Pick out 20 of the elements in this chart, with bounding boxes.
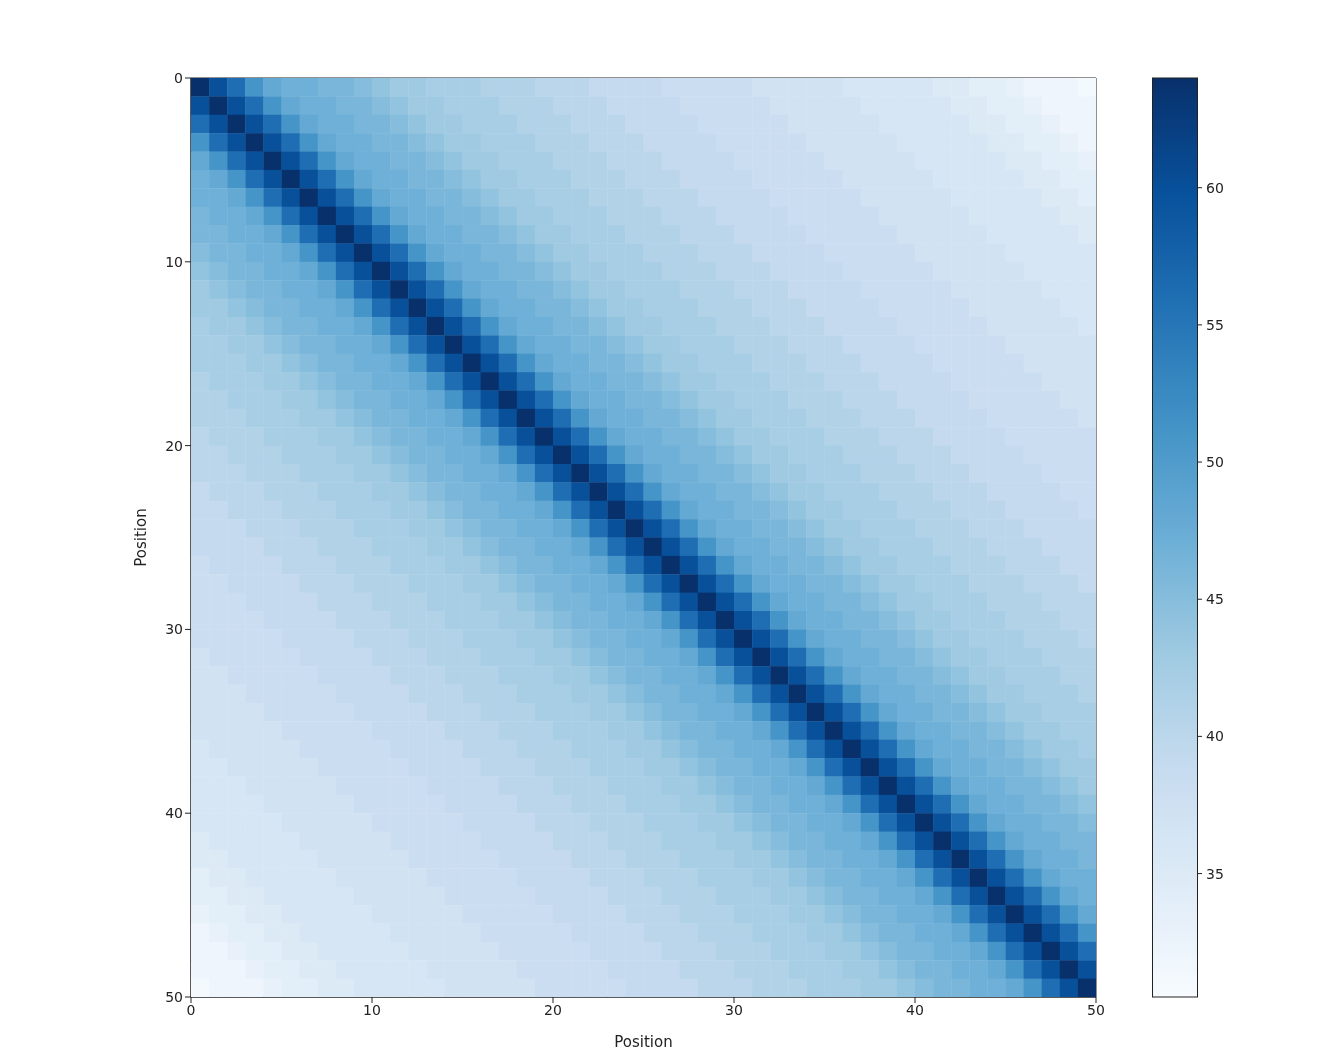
x-tick-label: 10 [363,1001,381,1018]
x-tick-label: 50 [1087,1001,1105,1018]
color-bar-label: 40 [1206,728,1224,745]
y-tick-label: 40 [165,805,183,822]
y-tick-label: 10 [165,253,183,270]
x-tick-label: 20 [544,1001,562,1018]
color-bar-label: 50 [1206,454,1224,471]
x-tick-label: 30 [725,1001,743,1018]
color-bar-label: 60 [1206,179,1224,196]
color-bar-label: 35 [1206,865,1224,882]
y-axis-title: Position [132,508,151,567]
color-bar-label: 45 [1206,591,1224,608]
y-tick-label: 0 [174,69,183,86]
y-tick-label: 50 [165,988,183,1005]
x-tick-label: 40 [906,1001,924,1018]
x-axis-title: Position [614,1033,673,1051]
color-bar-label: 55 [1206,316,1224,333]
y-tick-label: 30 [165,621,183,638]
x-tick-label: 0 [186,1001,196,1018]
y-tick-label: 20 [165,437,183,454]
